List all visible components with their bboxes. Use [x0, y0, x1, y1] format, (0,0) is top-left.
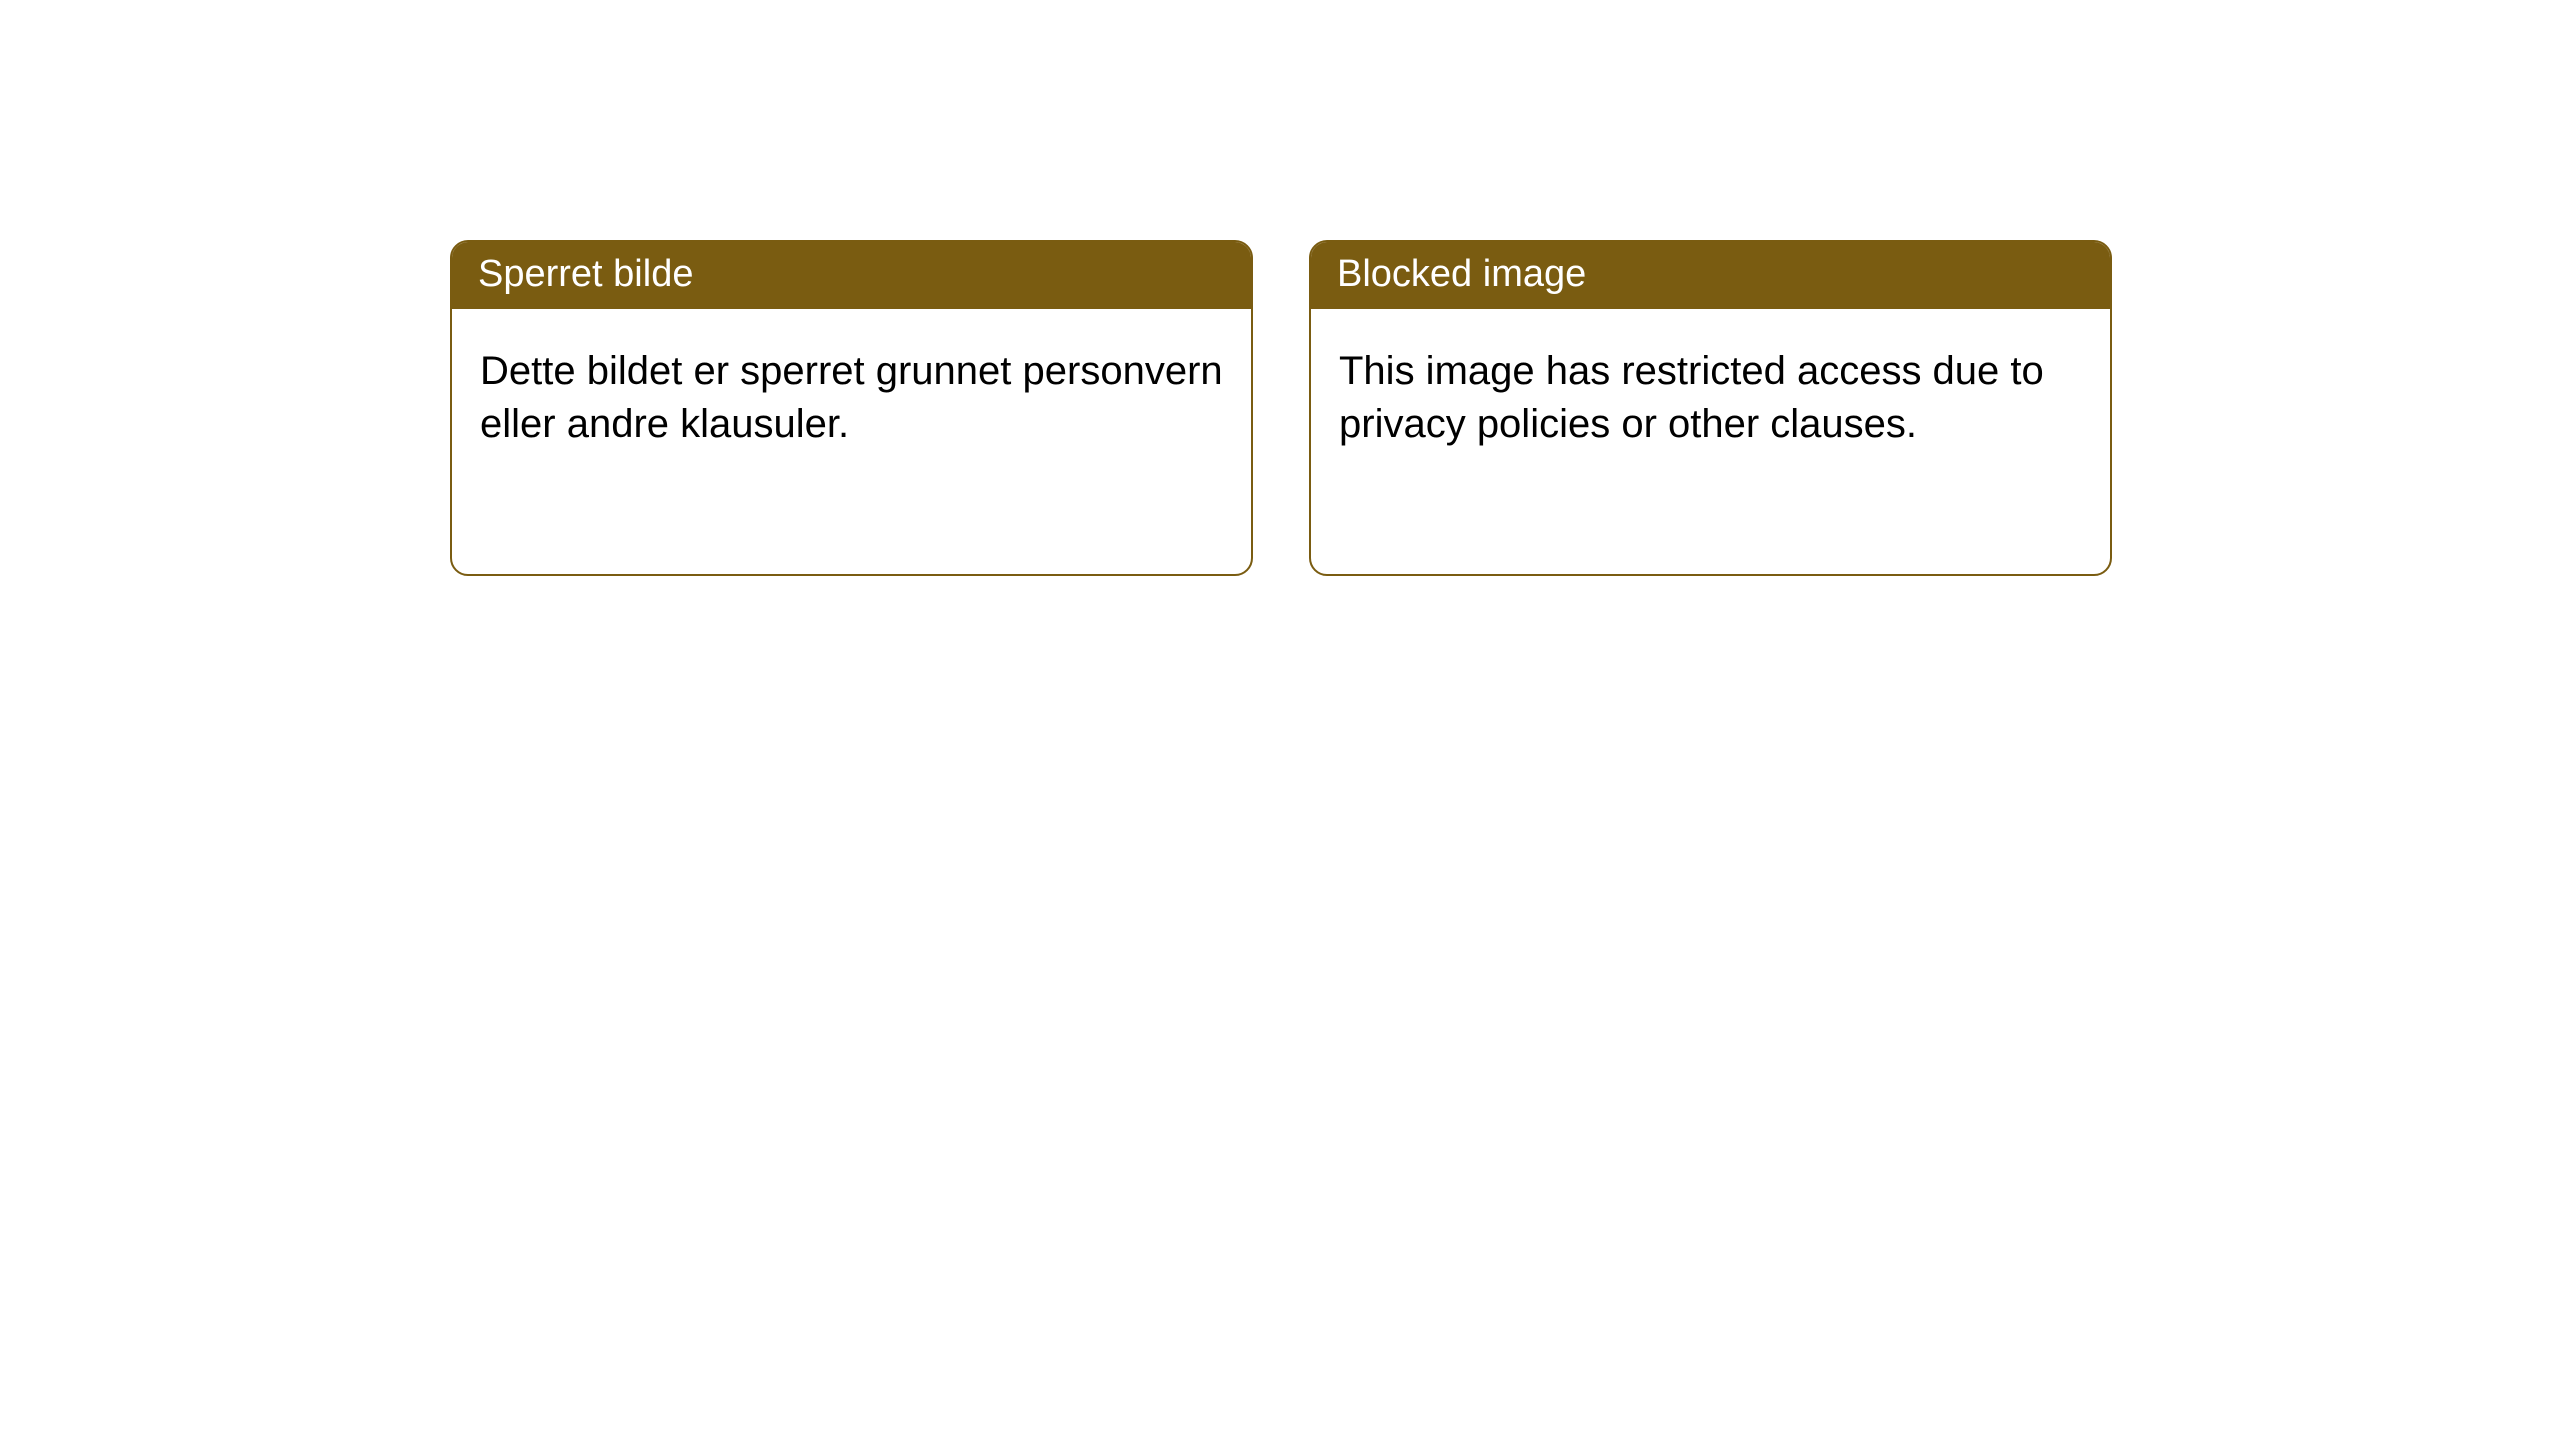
notice-header-english: Blocked image: [1311, 242, 2110, 309]
notice-card-norwegian: Sperret bilde Dette bildet er sperret gr…: [450, 240, 1253, 576]
notice-body-norwegian: Dette bildet er sperret grunnet personve…: [452, 309, 1251, 479]
notice-body-english: This image has restricted access due to …: [1311, 309, 2110, 479]
notice-header-norwegian: Sperret bilde: [452, 242, 1251, 309]
notice-container: Sperret bilde Dette bildet er sperret gr…: [0, 0, 2560, 576]
notice-card-english: Blocked image This image has restricted …: [1309, 240, 2112, 576]
